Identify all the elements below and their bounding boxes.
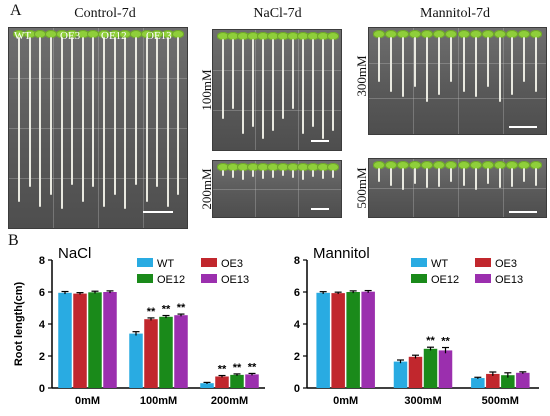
bar: [200, 383, 214, 388]
bar: [346, 292, 360, 388]
legend-label: OE13: [221, 274, 249, 286]
genotype-label-oe13: OE13: [146, 30, 172, 42]
legend-label: OE12: [431, 274, 459, 286]
significance-label: **: [162, 304, 171, 316]
bar: [393, 361, 408, 388]
bar: [159, 316, 173, 388]
mannitol-root-length-chart: 0 2 4 6 8 Mannitol 0mM ** ** 300mM 500mM WT OE3 OE12 O…: [294, 245, 539, 407]
bar: [129, 333, 143, 388]
y-tick-label: 4: [294, 319, 301, 331]
genotype-label-oe3: OE3: [60, 30, 81, 42]
bar: [103, 292, 117, 388]
bar: [73, 293, 87, 388]
y-tick-label: 6: [39, 287, 45, 299]
legend-swatch: [411, 258, 427, 267]
mannitol-500mm-photo: [368, 158, 547, 218]
y-tick-label: 0: [39, 383, 45, 395]
bar: [438, 350, 453, 388]
legend-swatch: [475, 274, 491, 283]
y-tick-label: 8: [294, 255, 300, 267]
nacl-root-length-chart: 0 2 4 6 8 Root length(cm) NaCl 0mM ** ** ** 100mM **…: [13, 245, 265, 407]
y-tick-label: 2: [294, 351, 300, 363]
y-tick-label: 0: [294, 383, 300, 395]
legend-swatch: [137, 274, 153, 283]
bar: [361, 291, 375, 388]
bar: [58, 292, 72, 388]
legend-swatch: [201, 274, 217, 283]
legend-swatch: [411, 274, 427, 283]
y-tick-label: 2: [39, 351, 45, 363]
significance-label: **: [426, 335, 435, 347]
genotype-label-wt: WT: [14, 30, 32, 42]
x-tick-label: 200mM: [211, 395, 248, 407]
bar: [501, 375, 515, 388]
significance-label: **: [248, 361, 257, 373]
bar: [423, 348, 438, 388]
legend-label: WT: [431, 258, 448, 270]
nacl-title: NaCl-7d: [253, 6, 302, 21]
x-tick-label: 300mM: [404, 395, 441, 407]
nacl-200mm-label: 200mM: [199, 168, 214, 210]
mannitol-title: Mannitol-7d: [420, 6, 490, 21]
panel-a-letter: A: [10, 2, 22, 19]
y-tick-label: 8: [39, 255, 45, 267]
mannitol-300mm-photo: [368, 27, 547, 135]
chart-title: NaCl: [58, 245, 91, 262]
nacl-100mm-label: 100mM: [199, 69, 214, 111]
significance-label: **: [233, 362, 242, 374]
x-tick-label: 0mM: [75, 395, 100, 407]
bar: [516, 372, 530, 388]
nacl-200mm-photo: [212, 160, 342, 218]
x-tick-label: 0mM: [333, 395, 358, 407]
y-tick-label: 4: [39, 319, 46, 331]
legend-swatch: [137, 258, 153, 267]
significance-label: **: [218, 364, 227, 376]
bar: [408, 356, 423, 388]
control-seedling-photo: [8, 27, 188, 229]
bar: [230, 374, 244, 388]
legend-label: OE12: [157, 274, 185, 286]
bar: [174, 315, 188, 388]
significance-label: **: [147, 306, 156, 318]
y-tick-label: 6: [294, 287, 300, 299]
bar: [88, 292, 102, 388]
x-tick-label: 500mM: [482, 395, 519, 407]
bar: [331, 293, 345, 388]
legend-label: OE13: [495, 274, 523, 286]
legend-label: WT: [157, 258, 174, 270]
panel-b-charts: 0 2 4 6 8 Root length(cm) NaCl 0mM ** ** ** 100mM **…: [13, 245, 539, 407]
bar: [486, 373, 500, 388]
control-title: Control-7d: [74, 6, 136, 21]
x-tick-label: 100mM: [140, 395, 177, 407]
mannitol-500mm-label: 500mM: [354, 167, 369, 209]
bar: [144, 319, 158, 388]
significance-label: **: [177, 302, 186, 314]
genotype-label-oe12: OE12: [101, 30, 127, 42]
significance-label: **: [441, 336, 450, 348]
legend-swatch: [475, 258, 491, 267]
bar: [471, 378, 485, 388]
bar: [316, 292, 330, 388]
y-axis-label: Root length(cm): [13, 282, 25, 367]
legend-swatch: [201, 258, 217, 267]
bar: [245, 374, 259, 388]
nacl-100mm-photo: [212, 29, 342, 151]
mannitol-300mm-label: 300mM: [354, 55, 369, 97]
panel-b-letter: B: [8, 232, 19, 249]
legend-label: OE3: [495, 258, 517, 270]
legend-label: OE3: [221, 258, 243, 270]
bar: [215, 376, 229, 388]
chart-title: Mannitol: [313, 245, 370, 262]
